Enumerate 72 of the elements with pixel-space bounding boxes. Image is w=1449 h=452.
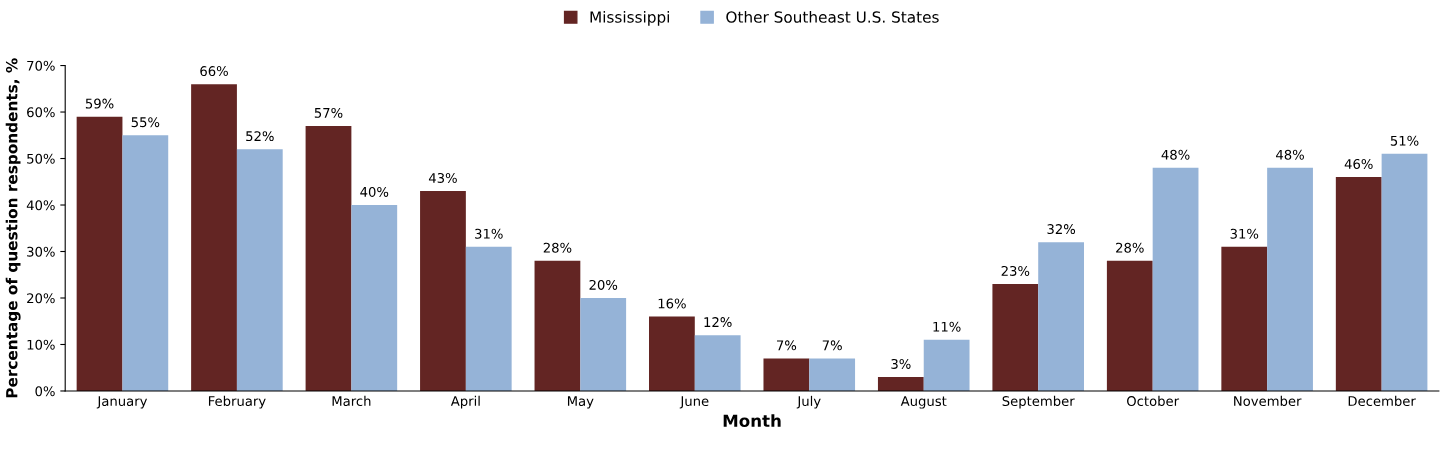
bar <box>1106 260 1153 391</box>
bar <box>809 358 856 391</box>
x-axis-title: Month <box>723 414 781 428</box>
bar <box>76 116 123 391</box>
bar <box>122 135 169 391</box>
data-label: 12% <box>704 317 732 328</box>
y-tick-label: 20% <box>27 293 55 304</box>
x-tick-label: August <box>900 396 947 409</box>
bar <box>992 284 1039 391</box>
y-tick-label: 70% <box>27 60 55 71</box>
data-label: 43% <box>428 172 457 183</box>
x-tick-label: April <box>450 395 480 409</box>
bar <box>1381 153 1428 391</box>
bar <box>1152 167 1199 391</box>
legend-label: Other Southeast U.S. States <box>726 10 939 23</box>
bar <box>305 125 352 391</box>
bar <box>465 246 512 391</box>
bar <box>649 316 695 391</box>
data-label: 52% <box>246 131 274 142</box>
x-tick-label: September <box>1002 395 1075 409</box>
data-label: 31% <box>475 228 503 239</box>
bar <box>534 260 581 391</box>
x-tick-label: February <box>208 395 266 409</box>
data-label: 16% <box>658 298 686 309</box>
data-label: 11% <box>933 321 961 332</box>
data-label: 48% <box>1161 149 1190 160</box>
bar <box>1038 242 1084 391</box>
bar <box>763 358 810 391</box>
bar <box>236 149 283 391</box>
data-label: 51% <box>1390 135 1419 146</box>
data-label: 40% <box>360 186 389 197</box>
bar <box>420 191 466 391</box>
data-label: 23% <box>1001 265 1030 276</box>
bar <box>191 84 237 391</box>
data-label: 31% <box>1230 228 1259 239</box>
y-tick-label: 0% <box>35 386 55 397</box>
data-label: 3% <box>891 358 911 369</box>
x-tick-label: December <box>1348 395 1416 407</box>
legend-label: Mississippi <box>590 10 669 26</box>
y-tick-label: 10% <box>27 339 55 350</box>
bar <box>923 339 970 391</box>
bar <box>1335 177 1382 391</box>
y-tick-label: 60% <box>27 107 55 118</box>
data-label: 28% <box>543 242 572 253</box>
bar <box>1221 246 1268 391</box>
x-tick-label: June <box>679 396 709 409</box>
y-tick-label: 40% <box>26 200 55 211</box>
bar <box>694 335 741 391</box>
x-tick-label: January <box>96 396 148 409</box>
data-label: 28% <box>1116 242 1144 253</box>
data-label: 59% <box>85 98 114 109</box>
bar <box>580 298 627 391</box>
bar <box>351 205 398 391</box>
data-label: 48% <box>1276 149 1304 160</box>
x-tick-label: October <box>1127 395 1180 407</box>
x-tick-label: March <box>332 395 371 407</box>
x-tick-label: November <box>1234 395 1302 407</box>
data-label: 32% <box>1047 224 1076 235</box>
data-label: 7% <box>776 340 797 351</box>
data-label: 46% <box>1344 159 1373 170</box>
data-label: 57% <box>314 107 343 118</box>
y-axis-title: Percentage of question respondents, % <box>5 58 21 398</box>
x-tick-label: May <box>567 396 594 409</box>
y-tick-label: 30% <box>27 246 55 257</box>
y-tick-label: 50% <box>27 153 55 164</box>
data-label: 66% <box>200 66 228 77</box>
data-label: 20% <box>589 279 618 290</box>
x-tick-label: July <box>796 395 821 409</box>
data-label: 7% <box>822 340 842 351</box>
data-label: 55% <box>131 117 160 128</box>
bar <box>1267 167 1313 391</box>
bar <box>877 377 924 391</box>
